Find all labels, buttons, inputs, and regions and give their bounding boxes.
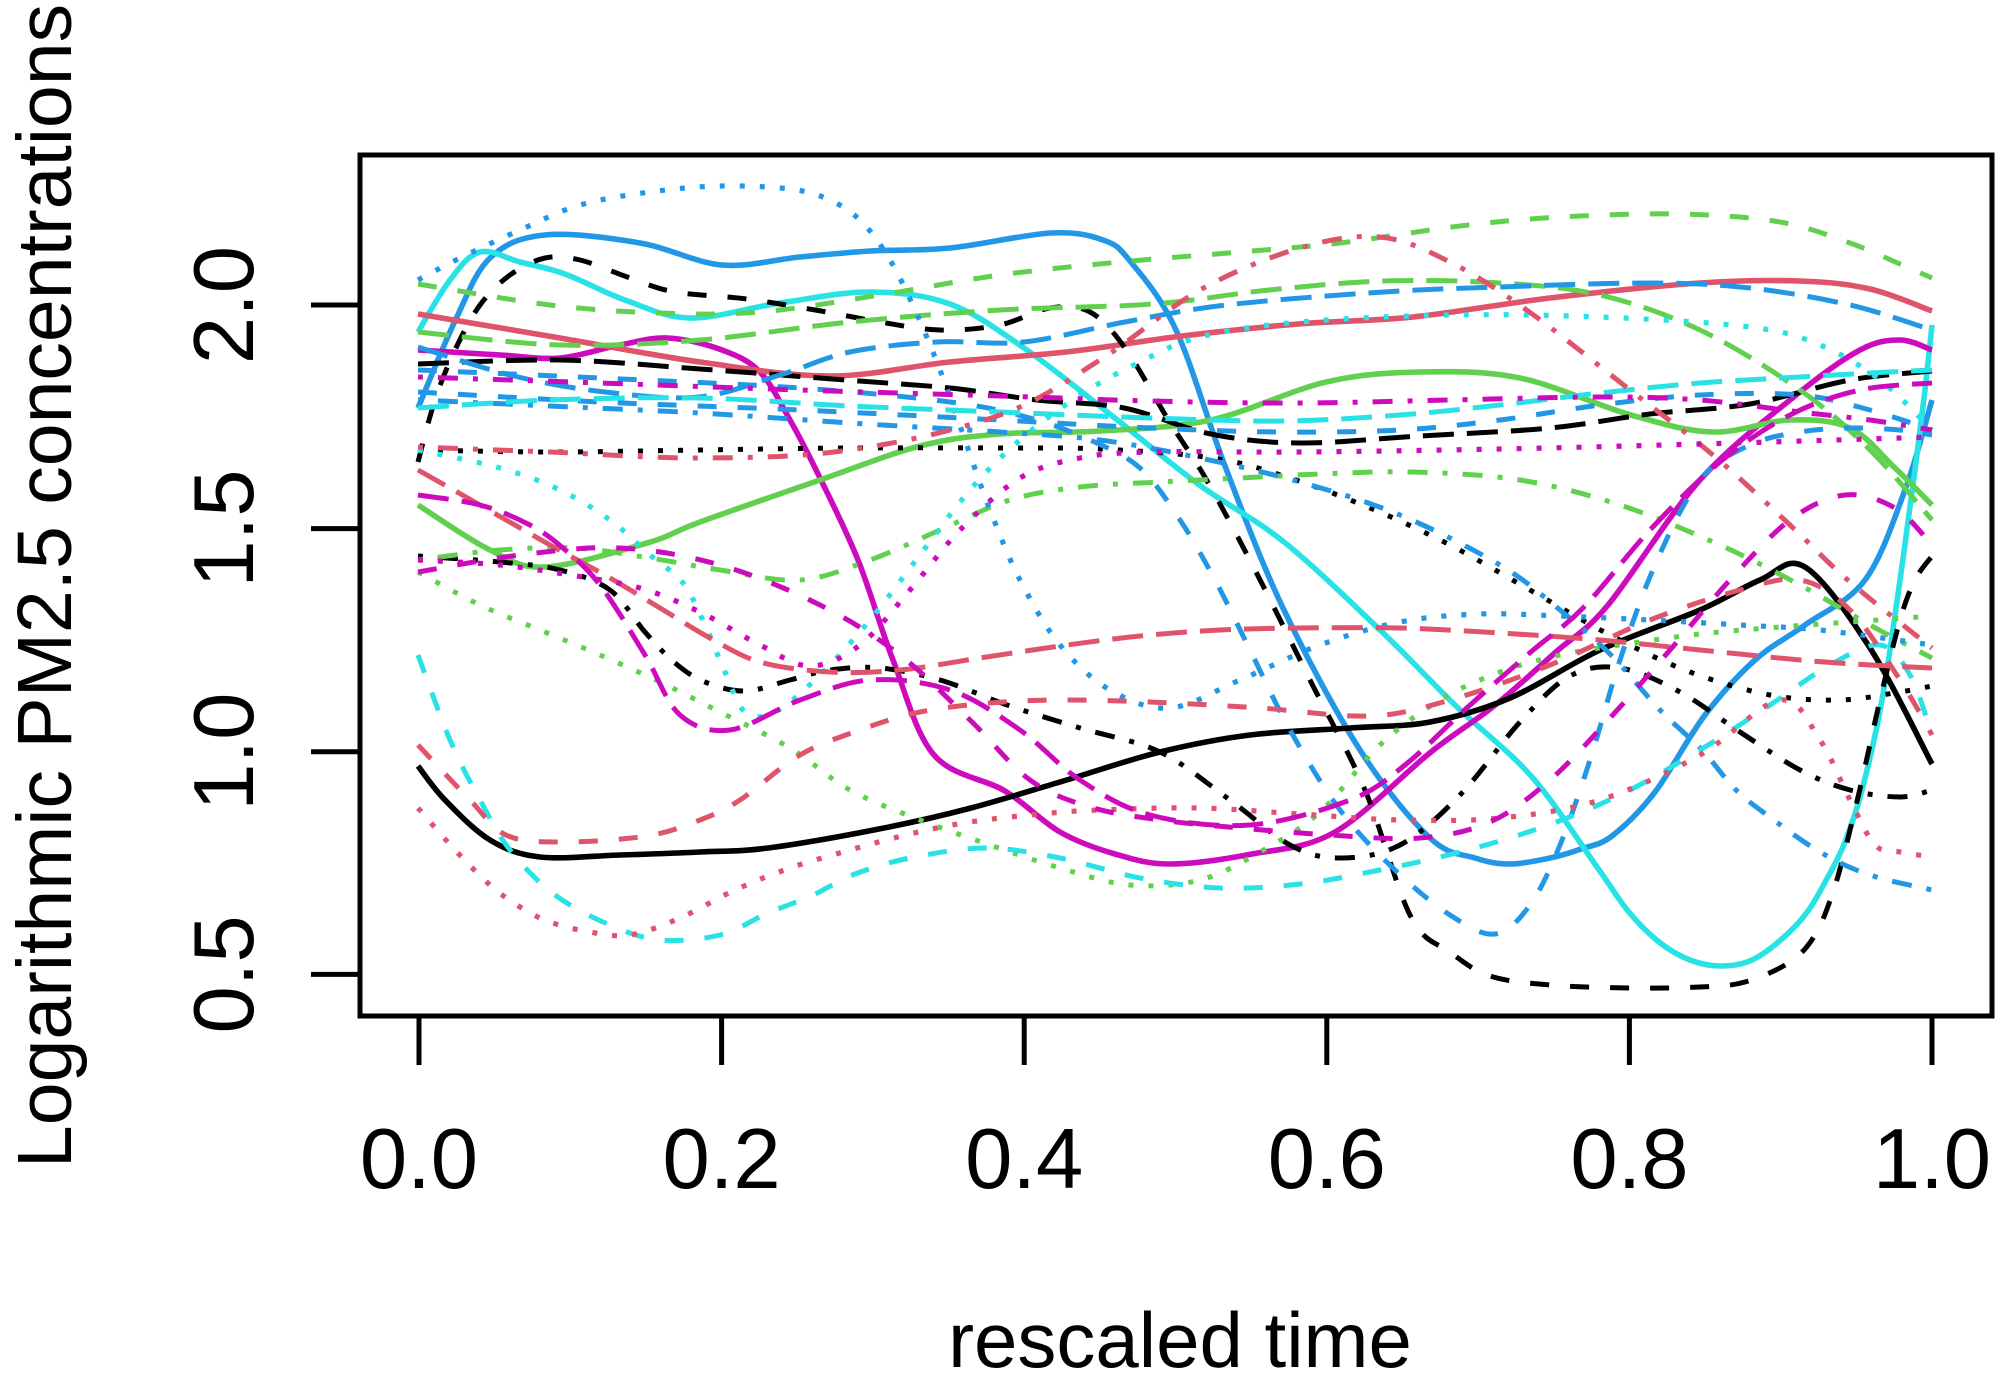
svg-text:1.5: 1.5: [177, 470, 272, 588]
svg-text:0.2: 0.2: [663, 1112, 781, 1207]
svg-text:2.0: 2.0: [177, 246, 272, 364]
svg-text:rescaled time: rescaled time: [948, 1296, 1412, 1381]
svg-text:0.8: 0.8: [1570, 1112, 1688, 1207]
svg-text:0.5: 0.5: [177, 915, 272, 1033]
svg-text:0.4: 0.4: [965, 1112, 1083, 1207]
svg-text:1.0: 1.0: [177, 693, 272, 811]
svg-text:Logarithmic PM2.5 concentratio: Logarithmic PM2.5 concentrations: [2, 4, 88, 1168]
svg-text:1.0: 1.0: [1873, 1112, 1991, 1207]
svg-text:0.0: 0.0: [360, 1112, 478, 1207]
svg-text:0.6: 0.6: [1268, 1112, 1386, 1207]
